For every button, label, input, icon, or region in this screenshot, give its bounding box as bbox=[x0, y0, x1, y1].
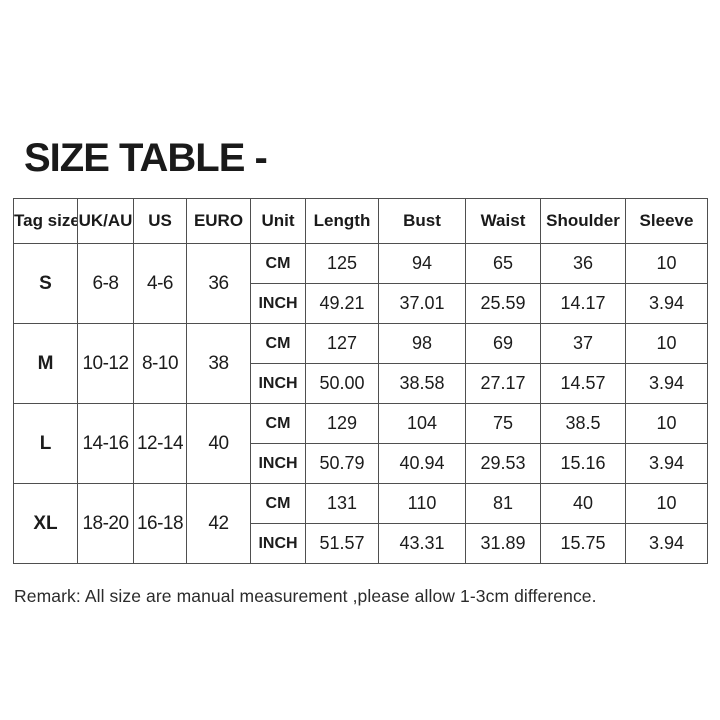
sleeve-cm-s: 10 bbox=[625, 243, 708, 284]
sleeve-inch-xl: 3.94 bbox=[625, 523, 708, 564]
bust-cm-s: 94 bbox=[378, 243, 466, 284]
tag-size-m: M bbox=[13, 323, 78, 404]
table-row-l-cm: L 14-16 12-14 40 CM 129 104 75 38.5 10 bbox=[13, 403, 708, 484]
bust-inch-s: 37.01 bbox=[378, 283, 466, 324]
us-m: 8-10 bbox=[133, 323, 187, 404]
page-title: SIZE TABLE - bbox=[24, 136, 268, 180]
waist-inch-l: 29.53 bbox=[465, 443, 541, 484]
unit-cm-m: CM bbox=[250, 323, 306, 364]
sleeve-inch-s: 3.94 bbox=[625, 283, 708, 324]
table-body: S 6-8 4-6 36 CM 125 94 65 36 10 INCH 49.… bbox=[13, 243, 708, 564]
length-cm-xl: 131 bbox=[305, 483, 379, 524]
shoulder-inch-xl: 15.75 bbox=[540, 523, 626, 564]
unit-inch-s: INCH bbox=[250, 283, 306, 324]
length-inch-s: 49.21 bbox=[305, 283, 379, 324]
sleeve-cm-m: 10 bbox=[625, 323, 708, 364]
unit-inch-xl: INCH bbox=[250, 523, 306, 564]
bust-inch-m: 38.58 bbox=[378, 363, 466, 404]
shoulder-cm-l: 38.5 bbox=[540, 403, 626, 444]
col-header-waist: Waist bbox=[465, 198, 541, 244]
waist-inch-m: 27.17 bbox=[465, 363, 541, 404]
sleeve-inch-m: 3.94 bbox=[625, 363, 708, 404]
waist-inch-s: 25.59 bbox=[465, 283, 541, 324]
waist-cm-l: 75 bbox=[465, 403, 541, 444]
sleeve-cm-xl: 10 bbox=[625, 483, 708, 524]
us-l: 12-14 bbox=[133, 403, 187, 484]
unit-cm-l: CM bbox=[250, 403, 306, 444]
col-header-length: Length bbox=[305, 198, 379, 244]
us-s: 4-6 bbox=[133, 243, 187, 324]
table-row-s-cm: S 6-8 4-6 36 CM 125 94 65 36 10 bbox=[13, 243, 708, 324]
unit-inch-m: INCH bbox=[250, 363, 306, 404]
unit-inch-l: INCH bbox=[250, 443, 306, 484]
table-row-s-inch: INCH 49.21 37.01 25.59 14.17 3.94 bbox=[14, 283, 708, 324]
us-xl: 16-18 bbox=[133, 483, 187, 564]
table-row-l-inch: INCH 50.79 40.94 29.53 15.16 3.94 bbox=[14, 443, 708, 484]
page: SIZE TABLE - Tag size UK/AU US EURO Unit… bbox=[13, 136, 708, 606]
bust-inch-l: 40.94 bbox=[378, 443, 466, 484]
euro-xl: 42 bbox=[186, 483, 251, 564]
sleeve-inch-l: 3.94 bbox=[625, 443, 708, 484]
waist-cm-s: 65 bbox=[465, 243, 541, 284]
length-inch-l: 50.79 bbox=[305, 443, 379, 484]
sleeve-cm-l: 10 bbox=[625, 403, 708, 444]
length-cm-m: 127 bbox=[305, 323, 379, 364]
tag-size-l: L bbox=[13, 403, 78, 484]
col-header-us: US bbox=[133, 198, 187, 244]
bust-cm-m: 98 bbox=[378, 323, 466, 364]
waist-inch-xl: 31.89 bbox=[465, 523, 541, 564]
length-cm-s: 125 bbox=[305, 243, 379, 284]
col-header-sleeve: Sleeve bbox=[625, 198, 708, 244]
shoulder-inch-l: 15.16 bbox=[540, 443, 626, 484]
shoulder-cm-m: 37 bbox=[540, 323, 626, 364]
ukau-m: 10-12 bbox=[77, 323, 134, 404]
euro-s: 36 bbox=[186, 243, 251, 324]
length-cm-l: 129 bbox=[305, 403, 379, 444]
table-row-m-cm: M 10-12 8-10 38 CM 127 98 69 37 10 bbox=[13, 323, 708, 404]
ukau-s: 6-8 bbox=[77, 243, 134, 324]
col-header-tag-size: Tag size bbox=[13, 198, 78, 244]
euro-l: 40 bbox=[186, 403, 251, 484]
col-header-shoulder: Shoulder bbox=[540, 198, 626, 244]
col-header-euro: EURO bbox=[186, 198, 251, 244]
tag-size-s: S bbox=[13, 243, 78, 324]
table-row-xl-inch: INCH 51.57 43.31 31.89 15.75 3.94 bbox=[14, 523, 708, 564]
tag-size-xl: XL bbox=[13, 483, 78, 564]
unit-cm-xl: CM bbox=[250, 483, 306, 524]
header-row: Tag size UK/AU US EURO Unit Length Bust … bbox=[13, 198, 708, 244]
shoulder-cm-s: 36 bbox=[540, 243, 626, 284]
shoulder-inch-s: 14.17 bbox=[540, 283, 626, 324]
waist-cm-xl: 81 bbox=[465, 483, 541, 524]
size-table: Tag size UK/AU US EURO Unit Length Bust … bbox=[13, 198, 708, 564]
euro-m: 38 bbox=[186, 323, 251, 404]
col-header-ukau: UK/AU bbox=[77, 198, 134, 244]
table-header: Tag size UK/AU US EURO Unit Length Bust … bbox=[13, 198, 708, 244]
length-inch-xl: 51.57 bbox=[305, 523, 379, 564]
table-row-m-inch: INCH 50.00 38.58 27.17 14.57 3.94 bbox=[14, 363, 708, 404]
bust-cm-xl: 110 bbox=[378, 483, 466, 524]
col-header-unit: Unit bbox=[250, 198, 306, 244]
shoulder-inch-m: 14.57 bbox=[540, 363, 626, 404]
bust-inch-xl: 43.31 bbox=[378, 523, 466, 564]
ukau-l: 14-16 bbox=[77, 403, 134, 484]
waist-cm-m: 69 bbox=[465, 323, 541, 364]
col-header-bust: Bust bbox=[378, 198, 466, 244]
remark-text: Remark: All size are manual measurement … bbox=[14, 586, 597, 606]
bust-cm-l: 104 bbox=[378, 403, 466, 444]
shoulder-cm-xl: 40 bbox=[540, 483, 626, 524]
length-inch-m: 50.00 bbox=[305, 363, 379, 404]
table-row-xl-cm: XL 18-20 16-18 42 CM 131 110 81 40 10 bbox=[13, 483, 708, 564]
unit-cm-s: CM bbox=[250, 243, 306, 284]
ukau-xl: 18-20 bbox=[77, 483, 134, 564]
